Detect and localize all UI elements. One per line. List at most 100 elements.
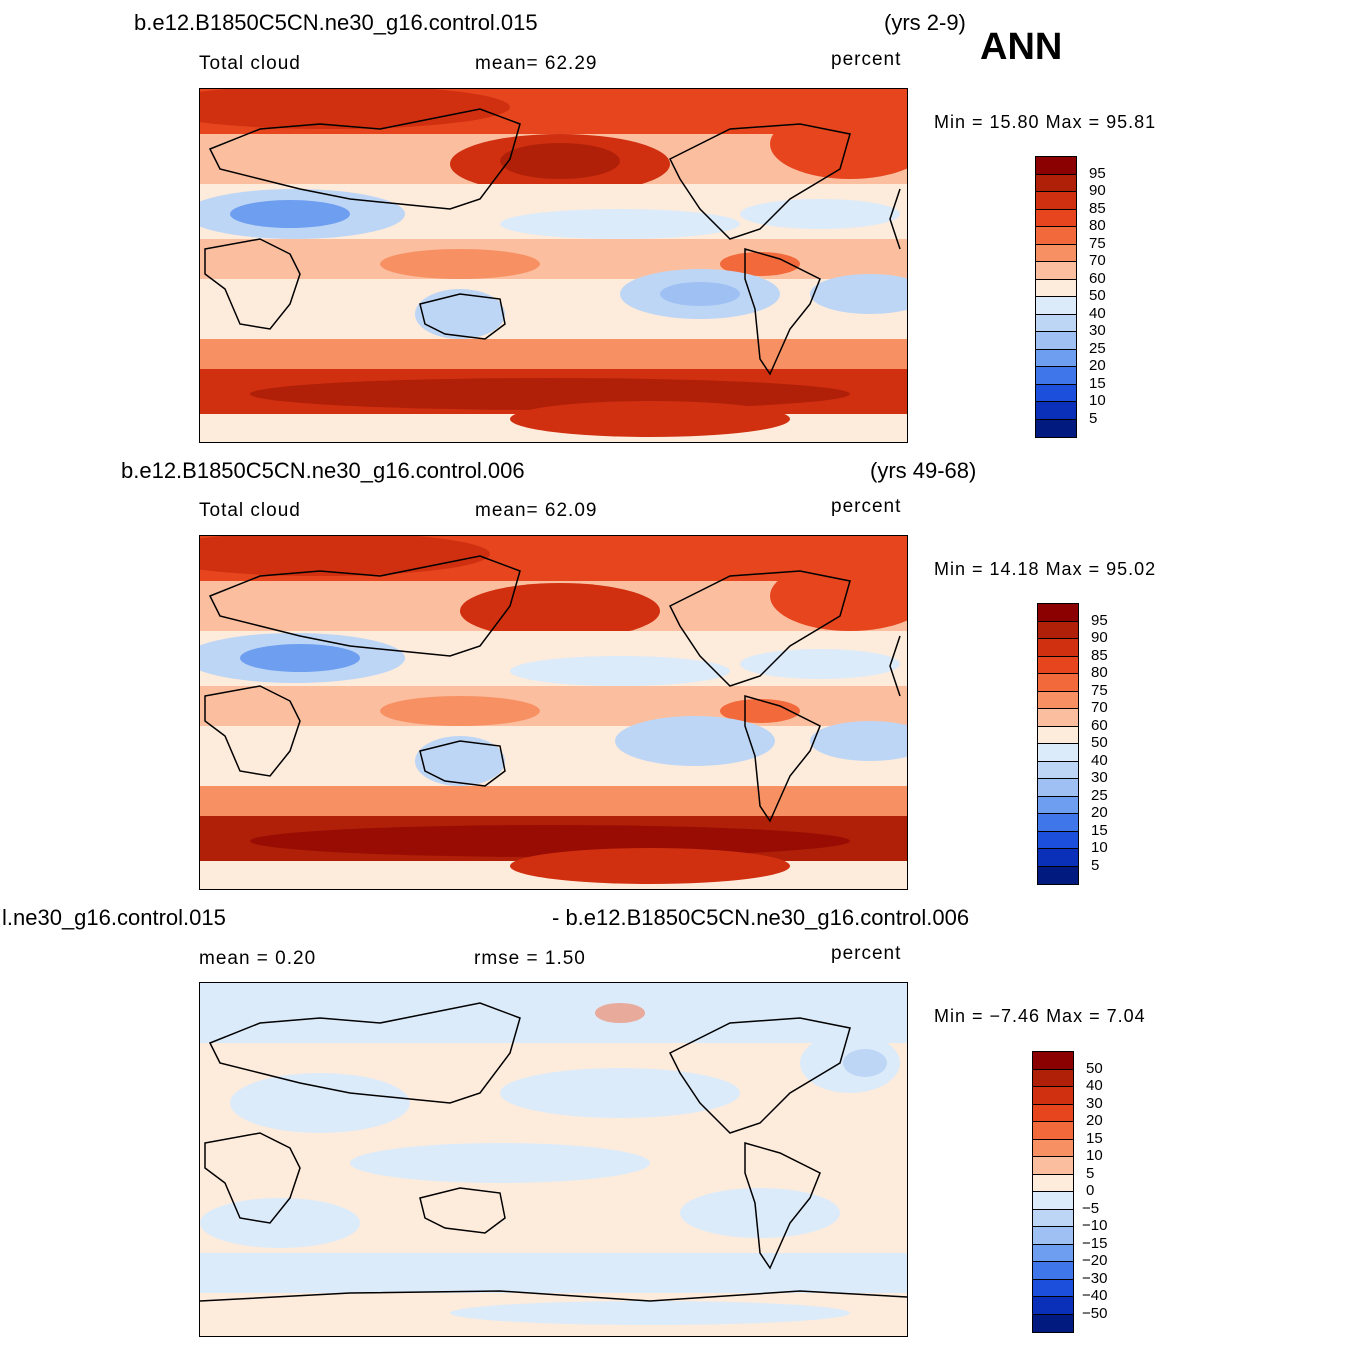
colorbar-tick-label: 5 <box>1089 409 1098 427</box>
panel1-years: (yrs 2-9) <box>884 10 966 35</box>
colorbar-segment <box>1033 1192 1073 1210</box>
panel2-units: percent <box>831 496 902 517</box>
colorbar-segment <box>1038 831 1078 849</box>
colorbar-segment <box>1038 656 1078 674</box>
colorbar-segment <box>1036 192 1076 210</box>
colorbar-tick-label: 75 <box>1089 234 1106 252</box>
panel1-minmax: Min = 15.80 Max = 95.81 <box>934 112 1157 132</box>
colorbar-segment <box>1033 1087 1073 1105</box>
colorbar-segment <box>1033 1227 1073 1245</box>
colorbar-tick-label: 50 <box>1091 734 1108 751</box>
colorbar-tick-label: −30 <box>1082 1269 1108 1287</box>
panel2-variable-label: Total cloud <box>199 500 301 521</box>
colorbar-tick-label: 90 <box>1089 182 1106 199</box>
panel2-minmax: Min = 14.18 Max = 95.02 <box>934 559 1157 579</box>
colorbar-tick-label: 15 <box>1091 821 1108 839</box>
panel1-variable-label: Total cloud <box>199 53 301 74</box>
colorbar-segment <box>1038 691 1078 709</box>
colorbar-segment <box>1036 297 1076 315</box>
colorbar-tick-label: 40 <box>1091 751 1108 769</box>
colorbar-tick-label: 15 <box>1089 374 1106 392</box>
colorbar-segment <box>1033 1314 1073 1332</box>
colorbar-tick-label: 30 <box>1089 322 1106 339</box>
colorbar-segment <box>1033 1297 1073 1315</box>
panel3-case-right: - b.e12.B1850C5CN.ne30_g16.control.006 <box>552 905 970 930</box>
colorbar-segment <box>1038 761 1078 779</box>
panel3-units: percent <box>831 943 902 964</box>
panel1-colorbar <box>1035 156 1077 438</box>
colorbar-segment <box>1036 419 1076 437</box>
colorbar-segment <box>1033 1262 1073 1280</box>
colorbar-segment <box>1033 1122 1073 1140</box>
colorbar-segment <box>1038 726 1078 744</box>
colorbar-tick-label: 70 <box>1089 252 1106 269</box>
colorbar-tick-label: −40 <box>1082 1287 1108 1304</box>
colorbar-tick-label: 0 <box>1086 1182 1095 1199</box>
panel1-units: percent <box>831 49 902 70</box>
panel2-years: (yrs 49-68) <box>870 458 977 483</box>
colorbar-segment <box>1033 1209 1073 1227</box>
colorbar-tick-label: −10 <box>1082 1217 1108 1234</box>
colorbar-segment <box>1033 1174 1073 1192</box>
colorbar-segment <box>1036 402 1076 420</box>
panel3-colorbar <box>1032 1051 1074 1333</box>
colorbar-segment <box>1036 314 1076 332</box>
colorbar-segment <box>1038 779 1078 797</box>
colorbar-tick-label: 95 <box>1089 164 1106 182</box>
colorbar-segment <box>1038 814 1078 832</box>
colorbar-tick-label: 25 <box>1089 339 1106 357</box>
colorbar-segment <box>1036 174 1076 192</box>
colorbar-segment <box>1033 1279 1073 1297</box>
colorbar-tick-label: −20 <box>1082 1252 1108 1269</box>
colorbar-segment <box>1038 849 1078 867</box>
colorbar-tick-label: 10 <box>1091 839 1108 856</box>
colorbar-tick-label: 15 <box>1086 1129 1103 1147</box>
panel2-colorbar <box>1037 603 1079 885</box>
panel1-case-title: b.e12.B1850C5CN.ne30_g16.control.015 <box>134 10 538 35</box>
colorbar-segment <box>1033 1069 1073 1087</box>
colorbar-tick-label: 60 <box>1091 716 1108 734</box>
panel2-case-title: b.e12.B1850C5CN.ne30_g16.control.006 <box>121 458 525 483</box>
season-label: ANN <box>980 26 1063 68</box>
colorbar-tick-label: −15 <box>1082 1234 1108 1252</box>
colorbar-tick-label: 30 <box>1086 1094 1103 1112</box>
colorbar-tick-label: 25 <box>1091 786 1108 804</box>
colorbar-tick-label: 20 <box>1089 357 1106 374</box>
colorbar-segment <box>1038 639 1078 657</box>
colorbar-segment <box>1038 709 1078 727</box>
colorbar-segment <box>1036 157 1076 175</box>
colorbar-segment <box>1036 244 1076 262</box>
colorbar-tick-label: 40 <box>1089 304 1106 322</box>
panel3-case-left: l.ne30_g16.control.015 <box>2 905 226 930</box>
colorbar-segment <box>1033 1139 1073 1157</box>
colorbar-segment <box>1038 604 1078 622</box>
colorbar-tick-label: 85 <box>1089 199 1106 217</box>
colorbar-tick-label: 95 <box>1091 611 1108 629</box>
colorbar-segment <box>1036 227 1076 245</box>
panel1-map <box>199 88 908 443</box>
colorbar-segment <box>1033 1104 1073 1122</box>
colorbar-tick-label: 50 <box>1089 287 1106 304</box>
colorbar-segment <box>1033 1157 1073 1175</box>
colorbar-segment <box>1038 796 1078 814</box>
colorbar-segment <box>1036 384 1076 402</box>
colorbar-segment <box>1036 209 1076 227</box>
colorbar-segment <box>1036 349 1076 367</box>
panel2-mean-label: mean= 62.09 <box>475 500 598 521</box>
colorbar-tick-label: −50 <box>1082 1304 1108 1322</box>
colorbar-tick-label: 40 <box>1086 1077 1103 1094</box>
colorbar-segment <box>1036 332 1076 350</box>
colorbar-tick-label: 85 <box>1091 646 1108 664</box>
colorbar-tick-label: 60 <box>1089 269 1106 287</box>
colorbar-tick-label: 10 <box>1086 1147 1103 1164</box>
colorbar-tick-label: 80 <box>1091 664 1108 681</box>
colorbar-tick-label: 20 <box>1091 804 1108 821</box>
colorbar-segment <box>1033 1244 1073 1262</box>
panel3-minmax: Min = −7.46 Max = 7.04 <box>934 1006 1146 1026</box>
colorbar-tick-label: 5 <box>1091 856 1100 874</box>
panel3-rmse-label: rmse = 1.50 <box>474 948 586 969</box>
panel1-mean-label: mean= 62.29 <box>475 53 598 74</box>
colorbar-tick-label: 10 <box>1089 392 1106 409</box>
colorbar-tick-label: 80 <box>1089 217 1106 234</box>
colorbar-tick-label: 30 <box>1091 769 1108 786</box>
